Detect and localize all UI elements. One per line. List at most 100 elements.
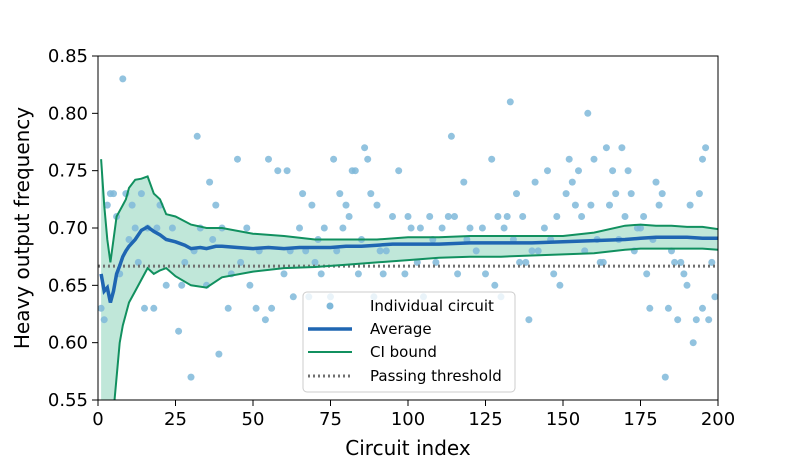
circuit-point xyxy=(407,224,415,232)
circuit-point xyxy=(361,144,369,152)
circuit-point xyxy=(181,258,189,266)
circuit-point xyxy=(664,304,672,312)
y-axis: 0.55 0.60 0.65 0.70 0.75 0.80 0.85 xyxy=(48,46,98,411)
circuit-point xyxy=(373,201,381,209)
circuit-point xyxy=(212,201,220,209)
circuit-point xyxy=(702,144,710,152)
circuit-point xyxy=(699,155,706,163)
average-line xyxy=(99,224,718,303)
circuit-point xyxy=(689,339,697,347)
circuit-point xyxy=(265,155,272,163)
circuit-point xyxy=(187,373,195,381)
circuit-point xyxy=(494,213,502,220)
circuit-point xyxy=(351,167,359,175)
circuit-point xyxy=(599,258,607,266)
circuit-point xyxy=(478,224,486,232)
legend-threshold-label: Passing threshold xyxy=(370,367,502,385)
y-tick-label: 0.65 xyxy=(48,275,88,296)
circuit-point xyxy=(522,258,530,266)
circuit-point xyxy=(308,201,316,209)
y-tick-label: 0.60 xyxy=(48,333,88,354)
circuit-point xyxy=(354,270,362,278)
y-tick-label: 0.70 xyxy=(48,218,88,239)
ci-upper-line xyxy=(100,159,718,263)
circuit-point xyxy=(333,247,341,255)
circuit-point xyxy=(708,258,716,266)
circuit-point xyxy=(289,293,297,301)
ci-lower-line xyxy=(101,247,718,400)
circuit-point xyxy=(379,270,387,278)
circuit-point xyxy=(609,167,617,175)
circuit-point xyxy=(178,281,186,289)
circuit-point xyxy=(339,224,347,232)
circuit-point xyxy=(624,167,632,175)
circuit-point xyxy=(500,224,508,232)
circuit-point xyxy=(401,270,409,278)
circuit-point xyxy=(655,201,663,209)
circuit-point xyxy=(544,167,551,175)
circuit-point xyxy=(317,270,325,278)
circuit-point xyxy=(119,75,127,83)
circuit-point xyxy=(575,167,582,175)
circuit-point xyxy=(454,270,462,278)
circuit-point xyxy=(466,224,474,232)
y-tick-label: 0.75 xyxy=(48,161,88,182)
x-tick-label: 125 xyxy=(468,409,502,430)
x-tick-label: 25 xyxy=(164,409,187,430)
circuit-point xyxy=(364,155,372,163)
circuit-point xyxy=(103,201,111,209)
circuit-point xyxy=(627,190,635,198)
circuit-point xyxy=(404,213,412,220)
circuit-point xyxy=(571,201,579,209)
circuit-point xyxy=(444,213,452,220)
circuit-point xyxy=(711,293,718,301)
circuit-point xyxy=(110,190,117,198)
circuit-point xyxy=(525,316,533,324)
circuit-point xyxy=(606,201,613,209)
x-tick-label: 75 xyxy=(319,409,342,430)
circuit-point xyxy=(311,258,319,266)
circuit-point xyxy=(125,236,133,243)
circuit-point xyxy=(376,247,384,255)
circuit-point xyxy=(268,304,276,312)
circuit-point xyxy=(528,247,536,255)
circuit-point xyxy=(516,258,524,266)
circuit-point xyxy=(246,281,254,289)
x-tick-label: 0 xyxy=(92,409,103,430)
circuit-point xyxy=(705,316,713,324)
circuit-point xyxy=(683,281,691,289)
circuit-point xyxy=(643,270,651,278)
circuit-point xyxy=(686,201,694,209)
legend-individual-label: Individual circuit xyxy=(370,297,494,315)
circuit-point xyxy=(389,213,396,220)
circuit-point xyxy=(674,316,682,324)
x-tick-label: 200 xyxy=(701,409,735,430)
circuit-point xyxy=(261,316,269,324)
x-tick-label: 100 xyxy=(391,409,425,430)
x-tick-label: 150 xyxy=(546,409,580,430)
circuit-point xyxy=(416,224,424,232)
circuit-point xyxy=(395,167,403,175)
circuit-point xyxy=(342,201,350,209)
circuit-point xyxy=(413,258,421,266)
y-tick-label: 0.80 xyxy=(48,103,88,124)
circuit-point xyxy=(519,213,527,220)
circuit-point xyxy=(280,270,288,278)
circuit-point xyxy=(283,167,291,175)
y-tick-label: 0.55 xyxy=(48,390,88,411)
circuit-point xyxy=(590,155,598,163)
circuit-point xyxy=(661,373,669,381)
plot-area xyxy=(98,75,718,400)
circuit-point xyxy=(98,304,105,312)
circuit-point xyxy=(206,178,214,186)
y-axis-title: Heavy output frequency xyxy=(10,107,34,349)
circuit-point xyxy=(382,247,390,255)
circuit-point xyxy=(175,327,183,335)
x-axis-title: Circuit index xyxy=(345,436,471,457)
circuit-point xyxy=(482,270,489,278)
circuit-point xyxy=(488,155,496,163)
circuit-point xyxy=(621,213,629,220)
x-tick-label: 50 xyxy=(242,409,265,430)
circuit-point xyxy=(128,201,136,209)
